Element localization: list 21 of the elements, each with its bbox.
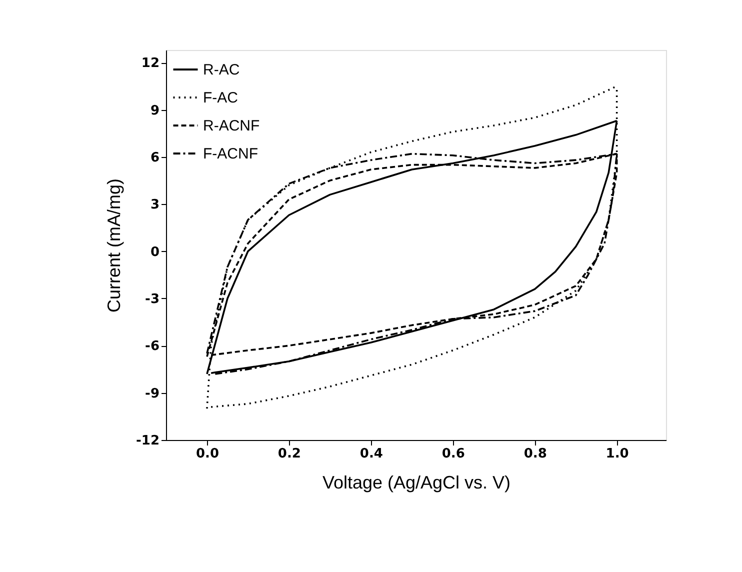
legend-label: F-ACNF — [203, 146, 258, 162]
y-tick-label: -6 — [145, 339, 160, 354]
legend-label: R-AC — [203, 62, 240, 78]
legend-label: F-AC — [203, 90, 238, 106]
y-axis-title: Current (mA/mg) — [104, 178, 124, 313]
x-tick-label: 0.0 — [196, 446, 219, 462]
y-tick-label: 9 — [150, 103, 160, 118]
y-tick-label: 6 — [150, 150, 160, 166]
x-tick-label: 0.8 — [524, 446, 547, 462]
y-tick-label: -9 — [145, 386, 160, 402]
x-axis-title: Voltage (Ag/AgCl vs. V) — [322, 472, 511, 492]
y-tick-label: 12 — [141, 56, 160, 72]
y-tick-label: -3 — [145, 292, 160, 307]
x-tick-label: 0.2 — [278, 446, 301, 462]
x-tick-label: 0.6 — [442, 446, 465, 462]
y-tick-label: 3 — [150, 198, 160, 213]
x-tick-label: 1.0 — [606, 446, 629, 462]
y-tick-label: -12 — [136, 434, 160, 448]
y-tick-label: 0 — [150, 244, 160, 260]
legend-label: R-ACNF — [203, 118, 260, 134]
x-tick-label: 0.4 — [360, 446, 383, 462]
